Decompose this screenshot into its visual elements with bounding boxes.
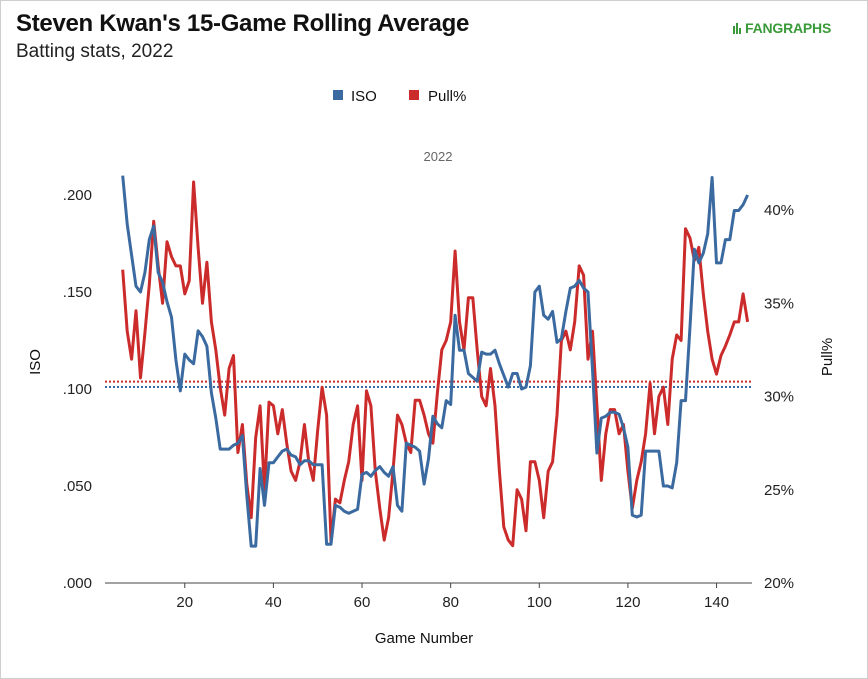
- y-axis-right-title: Pull%: [819, 338, 836, 376]
- panel-label: 2022: [424, 149, 453, 164]
- y-right-tick-label: 25%: [764, 482, 794, 499]
- x-axis: 20 40 60 80 100 120 140: [176, 583, 729, 611]
- iso-series-line: [121, 175, 749, 548]
- x-tick-label: 60: [354, 594, 371, 611]
- x-tick-label: 120: [615, 594, 640, 611]
- x-tick-label: 140: [704, 594, 729, 611]
- y-right-tick-label: 40%: [764, 202, 794, 219]
- chart-subtitle: Batting stats, 2022: [16, 41, 174, 62]
- legend-swatch-pull: [409, 90, 419, 100]
- y-left-tick-label: .050: [63, 478, 92, 495]
- y-left-tick-label: .000: [63, 575, 92, 592]
- y-axis-left-title: ISO: [27, 349, 44, 375]
- chart-title: Steven Kwan's 15-Game Rolling Average: [16, 10, 469, 37]
- y-left-tick-label: .100: [63, 381, 92, 398]
- legend-label-iso: ISO: [351, 88, 377, 105]
- pull-series-line: [121, 180, 750, 548]
- y-right-tick-label: 20%: [764, 575, 794, 592]
- x-axis-title: Game Number: [375, 630, 473, 647]
- x-tick-label: 20: [176, 594, 193, 611]
- y-left-tick-label: .150: [63, 284, 92, 301]
- x-tick-label: 40: [265, 594, 282, 611]
- fangraphs-logo: FANGRAPHS: [733, 20, 831, 36]
- fangraphs-logo-icon: [733, 23, 741, 34]
- y-axis-left: .000 .050 .100 .150 .200: [63, 187, 92, 592]
- legend: ISO Pull%: [333, 88, 466, 105]
- fangraphs-logo-text: FANGRAPHS: [745, 20, 832, 36]
- y-axis-right: 20% 25% 30% 35% 40%: [764, 202, 794, 592]
- x-tick-label: 80: [442, 594, 459, 611]
- y-right-tick-label: 35%: [764, 295, 794, 312]
- x-tick-label: 100: [527, 594, 552, 611]
- y-right-tick-label: 30%: [764, 389, 794, 406]
- y-left-tick-label: .200: [63, 187, 92, 204]
- legend-swatch-iso: [333, 90, 343, 100]
- legend-label-pull: Pull%: [428, 88, 466, 105]
